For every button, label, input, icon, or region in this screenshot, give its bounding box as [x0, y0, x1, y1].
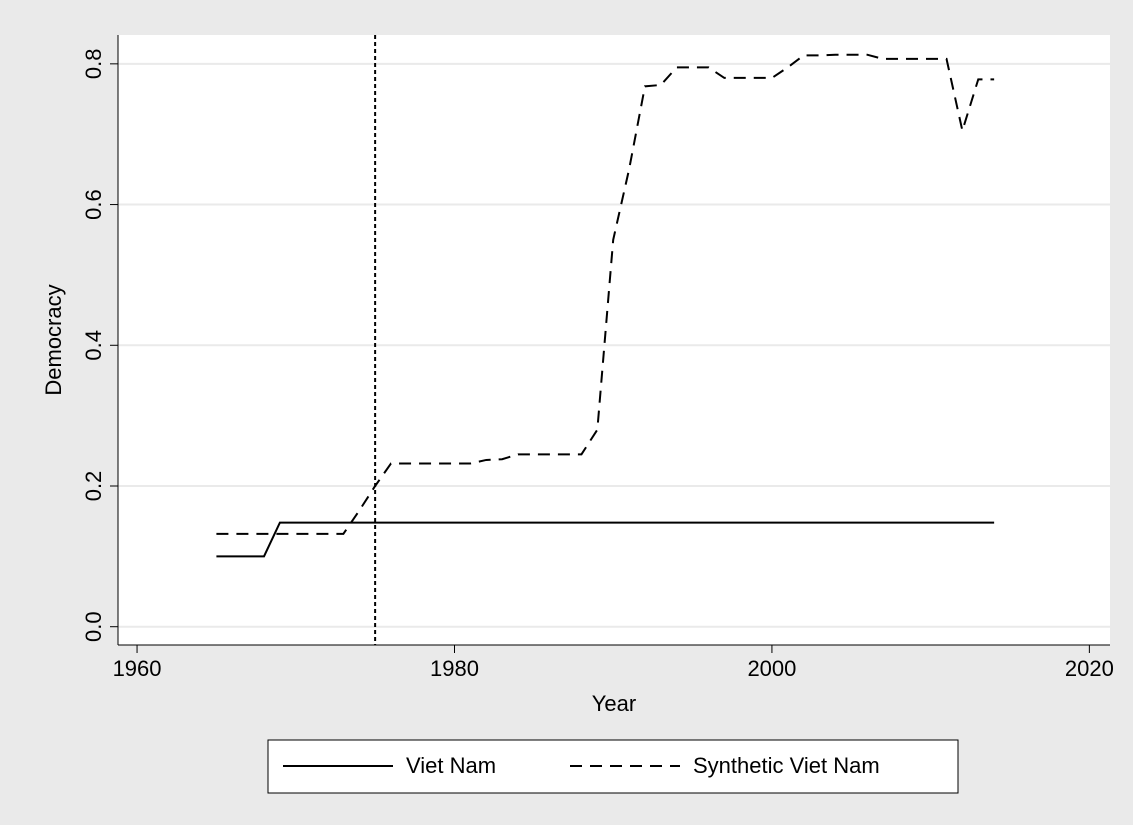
- y-tick-label: 0.4: [81, 330, 106, 361]
- y-tick-label: 0.2: [81, 471, 106, 502]
- legend-label: Synthetic Viet Nam: [693, 753, 880, 778]
- series-line: [216, 53, 995, 535]
- legend-label: Viet Nam: [406, 753, 496, 778]
- y-tick-label: 0.0: [81, 611, 106, 642]
- x-axis-title: Year: [592, 691, 636, 716]
- series-line: [216, 521, 995, 558]
- y-tick-label: 0.8: [81, 49, 106, 80]
- x-tick-label: 2000: [747, 656, 796, 681]
- y-tick-label: 0.6: [81, 189, 106, 220]
- x-tick-label: 1980: [430, 656, 479, 681]
- y-axis-title: Democracy: [41, 284, 66, 395]
- plot-area: [118, 35, 1110, 645]
- x-tick-label: 1960: [113, 656, 162, 681]
- x-tick-label: 2020: [1065, 656, 1114, 681]
